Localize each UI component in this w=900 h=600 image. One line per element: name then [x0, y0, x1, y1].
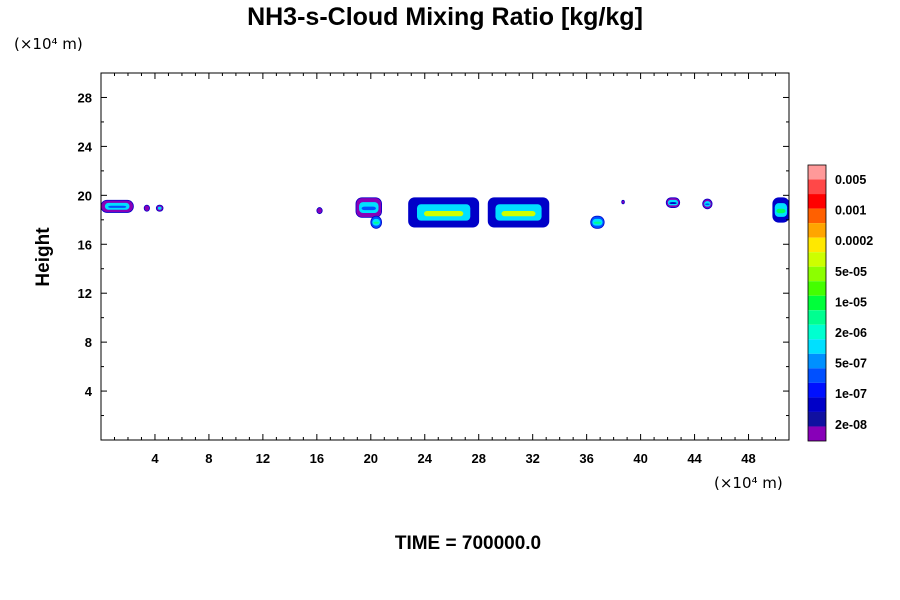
colorbar-label: 1e-07 — [835, 387, 867, 401]
colorbar-swatch — [808, 281, 826, 296]
x-tick-label: 20 — [364, 451, 378, 466]
cloud-core — [361, 206, 376, 211]
x-tick-label: 36 — [579, 451, 593, 466]
colorbar-swatch — [808, 266, 826, 282]
x-tick-label: 8 — [205, 451, 212, 466]
colorbar-label: 2e-06 — [835, 326, 867, 340]
cloud-region — [143, 204, 150, 212]
colorbar-swatch — [808, 194, 826, 209]
cloud-core-mid — [157, 206, 162, 210]
colorbar-swatch — [808, 382, 826, 398]
colorbar-swatch — [808, 397, 826, 412]
y-unit-label: (×10⁴ m) — [14, 35, 83, 53]
y-tick-label: 4 — [85, 384, 93, 399]
cloud-region — [621, 199, 625, 205]
y-tick-label: 8 — [85, 335, 92, 350]
colorbar-swatch — [808, 165, 826, 180]
chart-title: NH3-s-Cloud Mixing Ratio [kg/kg] — [247, 3, 643, 31]
cloud-core — [669, 202, 677, 204]
x-tick-label: 48 — [741, 451, 755, 466]
x-tick-label: 12 — [256, 451, 270, 466]
x-tick-label: 4 — [151, 451, 159, 466]
colorbar-frame — [807, 164, 827, 442]
cloud-core — [593, 221, 602, 224]
colorbar-swatch — [808, 339, 826, 354]
cloud-core — [373, 221, 380, 224]
colorbar-swatch — [808, 368, 826, 383]
cloud-core — [776, 208, 786, 214]
colorbar-swatch — [808, 295, 826, 311]
cloud-contours — [101, 197, 789, 229]
x-tick-label: 16 — [310, 451, 324, 466]
x-tick-label: 24 — [418, 451, 433, 466]
cloud-core — [108, 205, 127, 208]
colorbar-swatch — [808, 237, 826, 253]
colorbar-swatch — [808, 310, 826, 325]
x-axis: 4 8 12 16 20 24 28 32 36 40 44 48 — [100, 73, 790, 466]
x-tick-label: 32 — [525, 451, 539, 466]
colorbar-label: 0.001 — [835, 204, 866, 218]
time-label: TIME = 700000.0 — [395, 533, 541, 554]
colorbar-legend: 0.005 0.001 0.0002 5e-05 1e-05 2e-06 5e-07 1e-0… — [807, 164, 873, 442]
colorbar-swatch — [808, 411, 826, 427]
y-tick-label: 24 — [78, 139, 93, 154]
x-tick-label: 28 — [471, 451, 485, 466]
y-axis: 4 8 12 16 20 24 28 — [78, 72, 789, 441]
plot-frame — [100, 72, 790, 441]
x-tick-label: 40 — [633, 451, 647, 466]
colorbar-label: 5e-05 — [835, 265, 867, 279]
colorbar-swatch — [808, 252, 826, 267]
colorbar-label: 2e-08 — [835, 418, 867, 432]
cloud-core — [424, 210, 464, 217]
y-tick-label: 12 — [78, 286, 92, 301]
colorbar-swatch — [808, 208, 826, 224]
cloud-core — [705, 203, 710, 206]
x-tick-label: 44 — [687, 451, 702, 466]
colorbar-label: 0.0002 — [835, 234, 873, 248]
colorbar-swatch — [808, 324, 826, 340]
x-unit-label: (×10⁴ m) — [714, 474, 783, 492]
cloud-region — [316, 207, 323, 215]
colorbar-swatch — [808, 426, 826, 441]
colorbar-swatch — [808, 353, 826, 369]
y-tick-label: 20 — [78, 188, 92, 203]
colorbar-label: 0.005 — [835, 173, 866, 187]
y-axis-label: Height — [33, 227, 54, 287]
colorbar-label: 1e-05 — [835, 295, 867, 309]
colorbar-swatch — [808, 223, 826, 238]
y-tick-label: 16 — [78, 237, 92, 252]
colorbar-swatch — [808, 179, 826, 195]
cloud-core — [501, 210, 536, 217]
y-tick-label: 28 — [78, 90, 92, 105]
colorbar-label: 5e-07 — [835, 357, 867, 371]
